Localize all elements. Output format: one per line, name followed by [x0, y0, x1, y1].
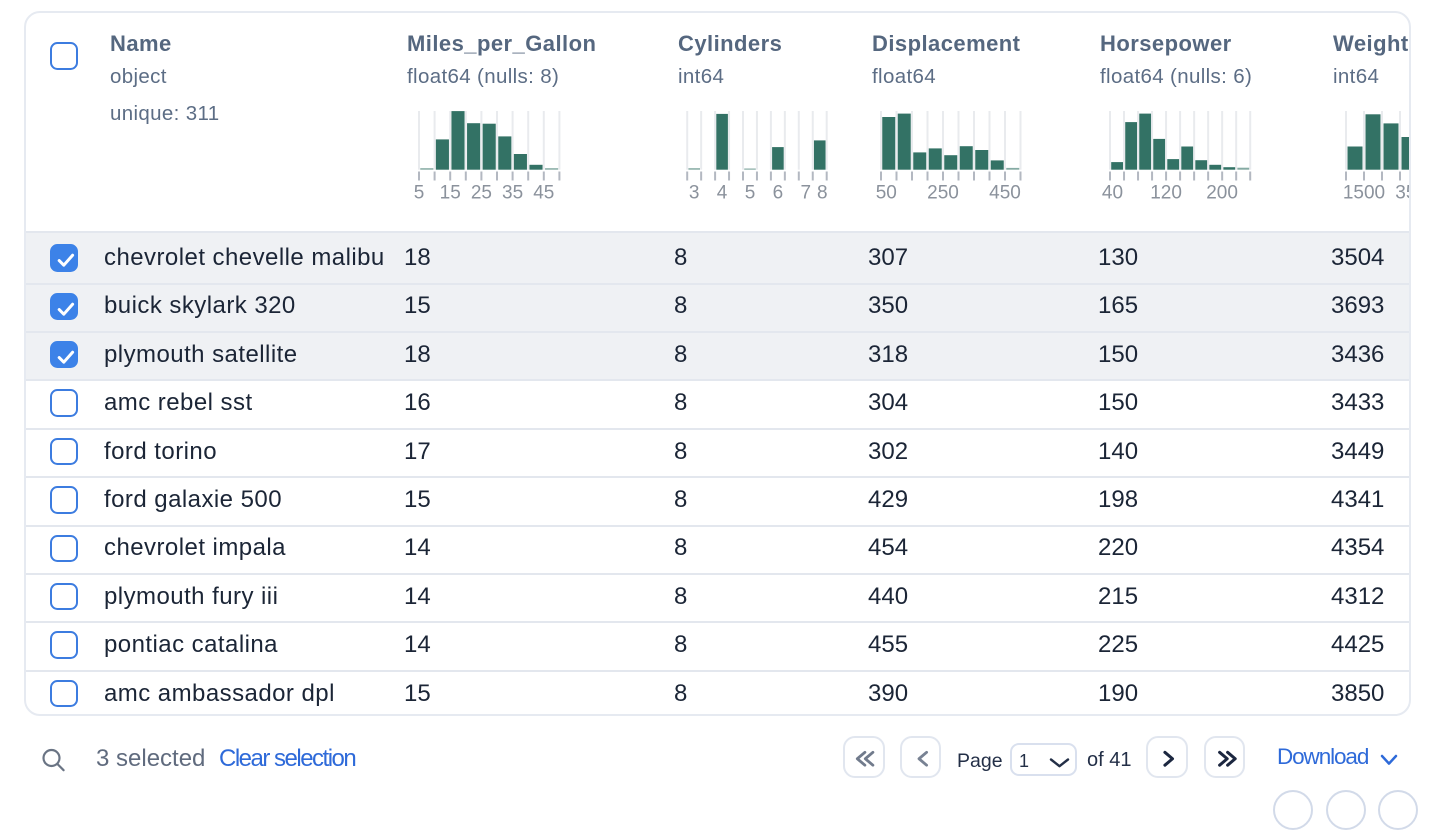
svg-text:35: 35: [502, 183, 523, 204]
svg-text:25: 25: [471, 183, 492, 204]
svg-text:40: 40: [1102, 183, 1123, 204]
svg-text:5: 5: [745, 183, 756, 204]
svg-text:50: 50: [875, 183, 896, 204]
svg-text:450: 450: [989, 183, 1021, 204]
svg-text:3: 3: [689, 183, 700, 204]
svg-text:200: 200: [1206, 183, 1238, 204]
svg-text:250: 250: [927, 183, 959, 204]
svg-text:4: 4: [717, 183, 728, 204]
svg-text:7: 7: [801, 183, 812, 204]
svg-text:3500: 3500: [1395, 183, 1411, 204]
svg-text:15: 15: [440, 183, 461, 204]
svg-text:8: 8: [817, 183, 828, 204]
svg-text:1500: 1500: [1343, 183, 1385, 204]
svg-text:5: 5: [414, 183, 425, 204]
svg-text:45: 45: [533, 183, 554, 204]
svg-text:120: 120: [1150, 183, 1182, 204]
svg-text:6: 6: [773, 183, 784, 204]
